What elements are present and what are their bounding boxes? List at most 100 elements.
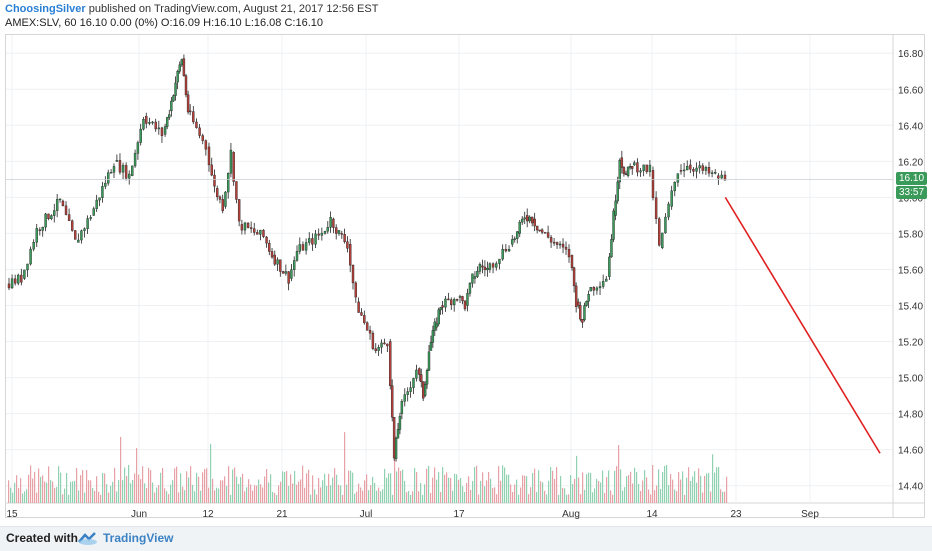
candle-body — [695, 167, 698, 172]
volume-bar — [70, 481, 72, 503]
volume-bar — [244, 491, 246, 503]
candle-body — [160, 127, 164, 136]
candle-body — [107, 172, 110, 184]
volume-bar — [132, 479, 134, 503]
volume-bar — [214, 490, 216, 503]
chart-frame[interactable] — [5, 34, 925, 518]
candle-body — [447, 298, 450, 301]
x-tick-label: Sep — [801, 509, 819, 520]
volume-bar — [434, 467, 436, 503]
candle-body — [337, 230, 341, 234]
volume-bar — [92, 488, 94, 503]
volume-bar — [718, 466, 720, 503]
candle-body — [495, 263, 498, 268]
volume-bar — [168, 494, 170, 503]
candle-body — [165, 117, 169, 127]
volume-bar — [82, 470, 84, 503]
volume-bar — [322, 480, 324, 503]
candle-body — [429, 342, 433, 351]
candle-body — [232, 152, 235, 182]
volume-bar — [224, 476, 226, 503]
y-tick-label: 14.80 — [898, 410, 923, 421]
candle-body — [439, 307, 442, 311]
volume-bar — [560, 475, 562, 503]
volume-bar — [568, 494, 570, 503]
candle-body — [435, 323, 438, 328]
volume-bar — [220, 480, 222, 503]
volume-bar — [218, 488, 220, 503]
volume-bar — [276, 494, 278, 503]
candle-body — [437, 309, 440, 325]
volume-bar — [706, 473, 708, 503]
candle-body — [583, 305, 586, 321]
volume-bar — [258, 479, 260, 503]
candle-body — [412, 378, 415, 388]
volume-bar — [420, 483, 422, 503]
volume-bar — [242, 473, 244, 503]
volume-bar — [260, 484, 262, 503]
volume-bar — [478, 494, 480, 503]
author-link[interactable]: ChoosingSilver — [5, 3, 86, 15]
price-chart[interactable]: 14.40 14.60 14.80 15.00 15.20 15.40 15.60 15.80… — [0, 0, 932, 526]
volume-bar — [78, 490, 80, 503]
volume-bar — [28, 474, 30, 503]
candle-body — [365, 322, 369, 331]
candle-body — [481, 265, 484, 268]
volume-bar — [146, 488, 148, 503]
volume-bar — [232, 469, 234, 503]
candle-body — [174, 82, 177, 96]
candle-body — [115, 160, 119, 162]
volume-bar — [360, 487, 362, 503]
volume-bar — [638, 484, 640, 503]
volume-bar — [314, 489, 316, 503]
volume-bar — [648, 489, 650, 503]
volume-bar — [476, 465, 478, 503]
volume-bar — [522, 475, 524, 503]
candle-body — [304, 242, 308, 251]
volume-bar — [512, 491, 514, 503]
volume-bar — [414, 467, 416, 503]
candle-body — [614, 200, 617, 216]
volume-bar — [52, 481, 54, 503]
volume-bar — [88, 480, 90, 503]
candle-body — [581, 319, 584, 323]
candle-body — [226, 173, 230, 193]
candle-body — [109, 172, 113, 174]
volume-bar — [304, 487, 306, 503]
tradingview-cloud-icon[interactable] — [77, 530, 99, 546]
countdown-tag: 33:57 — [896, 186, 928, 200]
volume-bar — [690, 480, 692, 503]
candle-body — [83, 228, 86, 231]
volume-bar — [62, 494, 64, 503]
volume-bar — [192, 484, 194, 503]
volume-bar — [668, 485, 670, 503]
volume-bar — [320, 487, 322, 503]
volume-bar — [374, 482, 376, 503]
volume-bar — [222, 480, 224, 503]
candle-body — [35, 228, 38, 243]
volume-bar — [464, 492, 466, 503]
candle-body — [92, 208, 95, 216]
volume-bar — [102, 472, 104, 503]
candle-body — [523, 217, 526, 220]
volume-bar — [58, 465, 60, 503]
x-tick-label: 12 — [202, 509, 214, 520]
volume-bar — [384, 468, 386, 503]
candle-body — [394, 438, 398, 459]
candle-body — [284, 271, 288, 274]
volume-bar — [470, 489, 472, 503]
tradingview-brand-link[interactable]: TradingView — [103, 531, 174, 545]
candle-body — [654, 197, 658, 219]
volume-bar — [198, 476, 200, 503]
candle-body — [237, 199, 241, 222]
volume-bar — [628, 475, 630, 503]
volume-bar — [108, 492, 110, 503]
volume-bar — [340, 485, 342, 503]
candle-body — [10, 278, 14, 289]
volume-bar — [206, 468, 208, 503]
candle-body — [308, 238, 311, 243]
candle-body — [444, 298, 447, 308]
volume-bar — [342, 494, 344, 503]
volume-bar — [290, 474, 292, 503]
candle-body — [86, 218, 89, 229]
